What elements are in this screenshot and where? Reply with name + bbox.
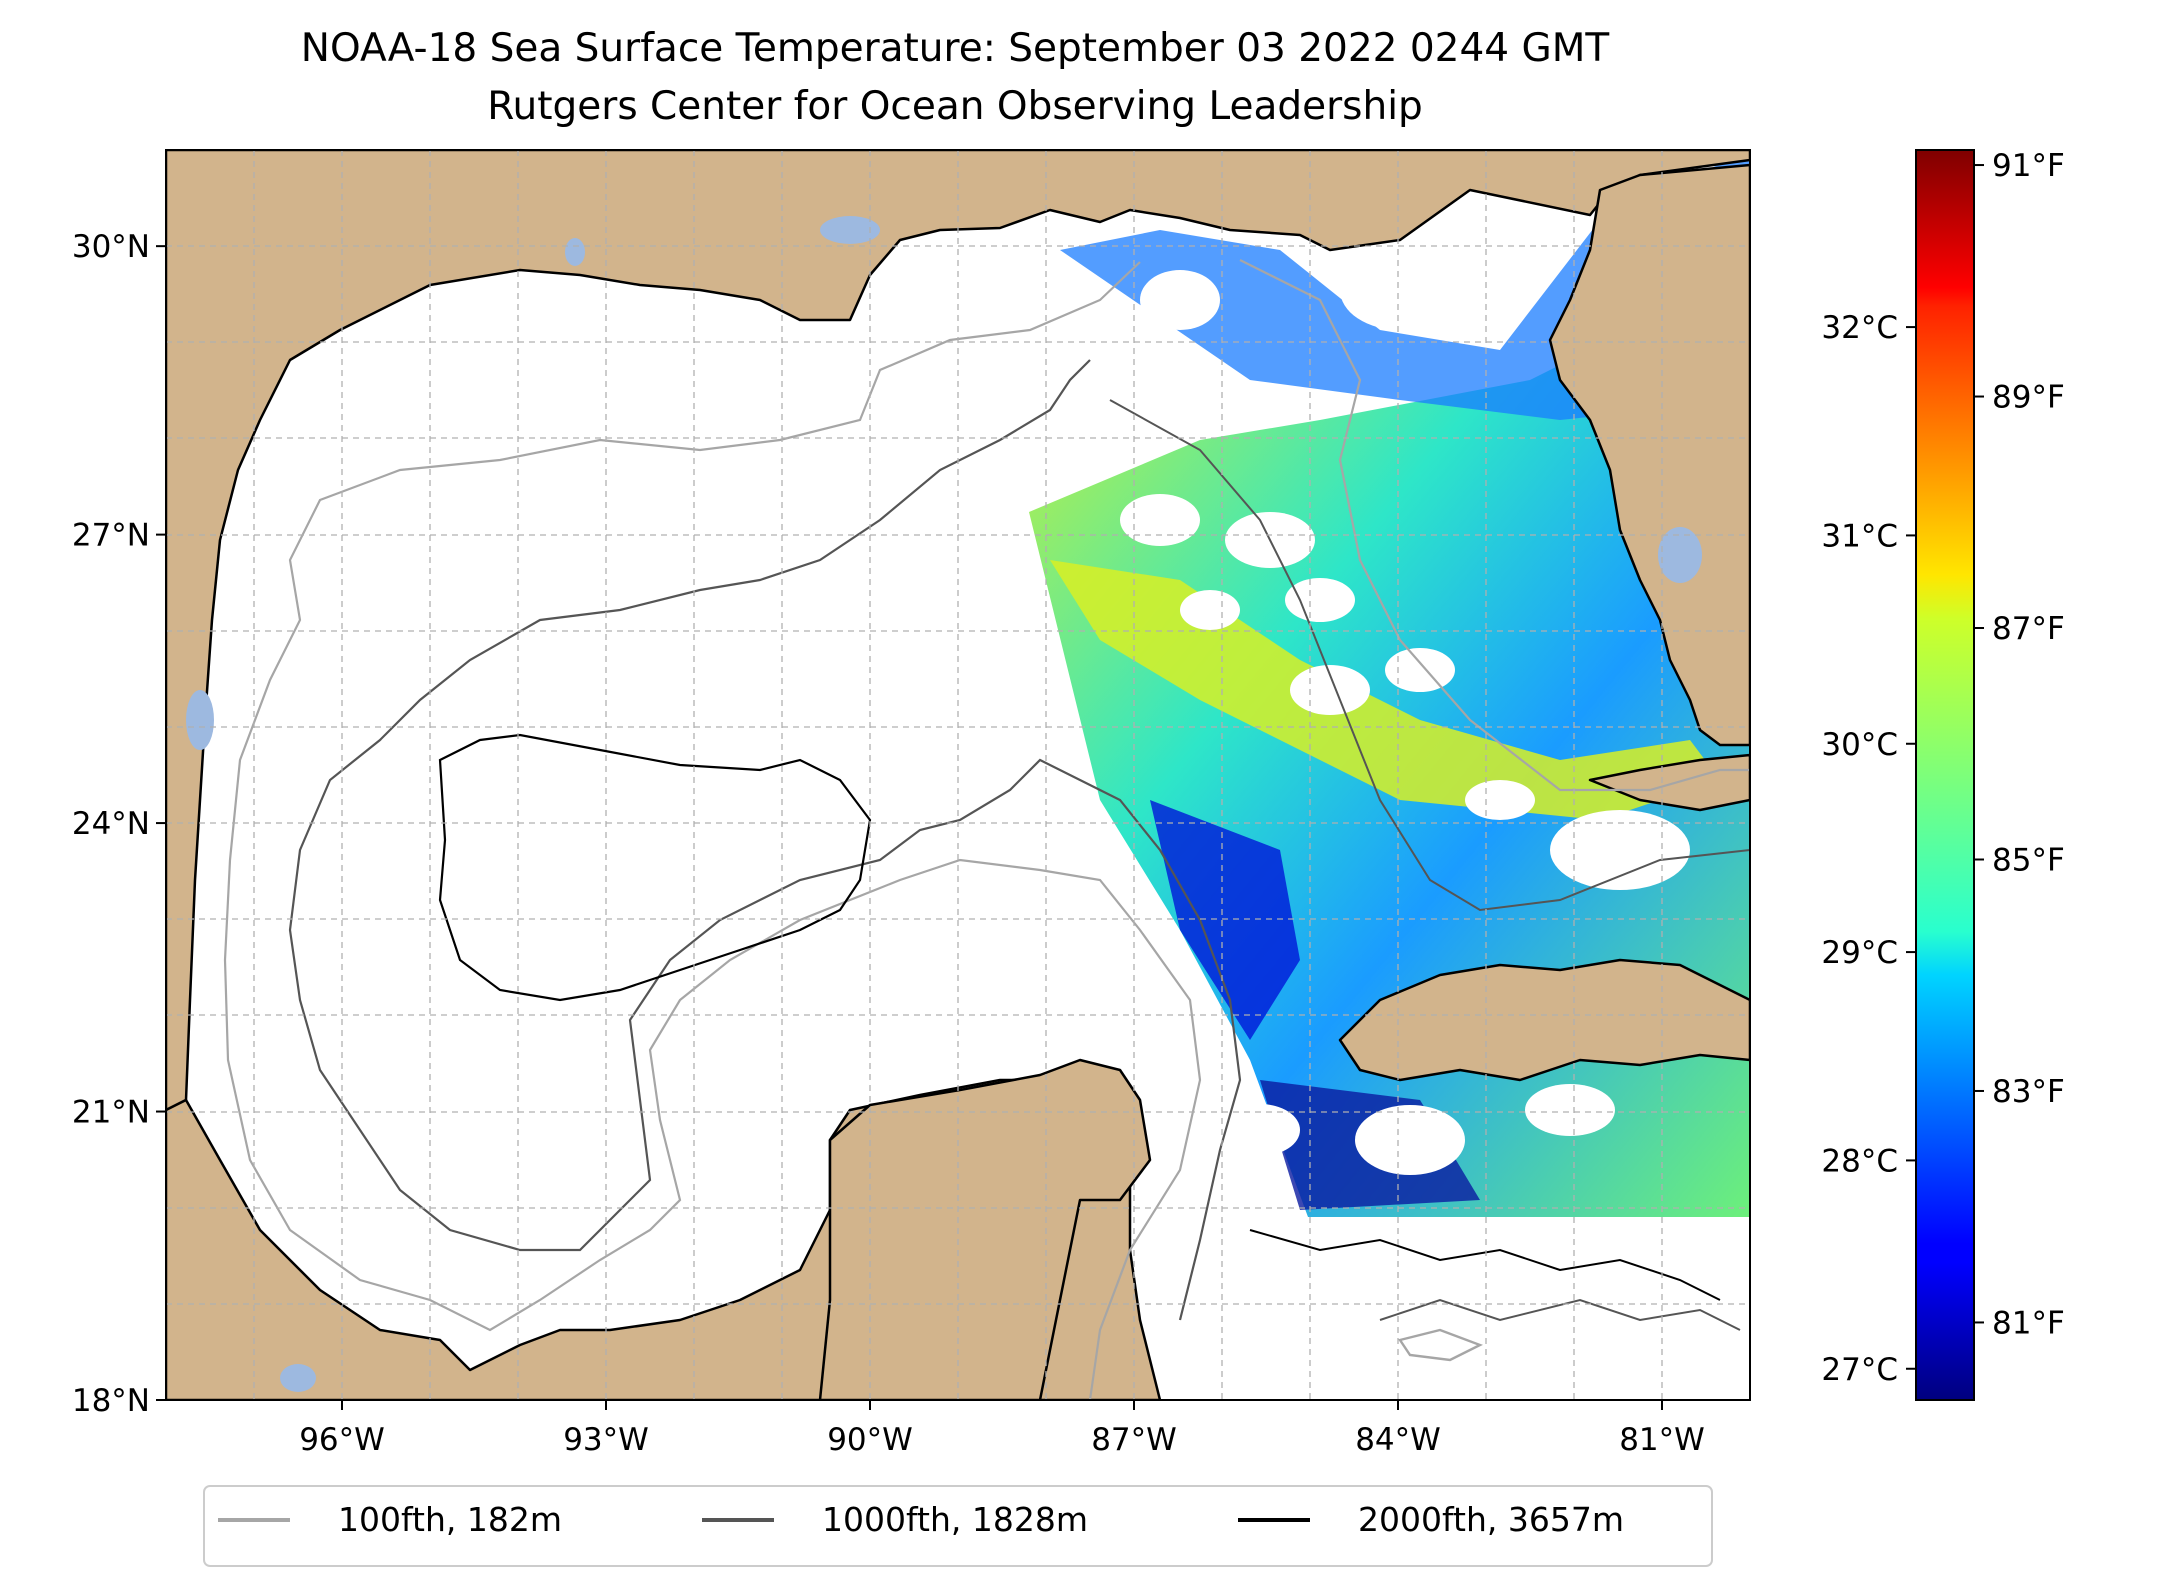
florida-peninsula — [1548, 163, 1750, 747]
lon-tick-label: 96°W — [299, 1422, 385, 1458]
lat-tick-label: 27°N — [72, 518, 150, 554]
map-title-line-2: Rutgers Center for Ocean Observing Leade… — [487, 84, 1423, 129]
map-title-line-1: NOAA-18 Sea Surface Temperature: Septemb… — [300, 26, 1610, 71]
fahrenheit-tick-label: 81°F — [1992, 1305, 2065, 1341]
lon-tick-label: 81°W — [1619, 1422, 1705, 1458]
lake-pontchartrain — [820, 216, 880, 244]
contour-100fth-south — [1398, 1328, 1483, 1362]
bahamas — [1588, 753, 1750, 812]
fahrenheit-tick-label: 91°F — [1992, 148, 2065, 184]
fahrenheit-tick-label: 83°F — [1992, 1074, 2065, 1110]
lon-tick-label: 90°W — [827, 1422, 913, 1458]
celsius-tick-label: 29°C — [1821, 935, 1898, 971]
lake-okeechobee — [1658, 527, 1702, 583]
lon-tick-label: 93°W — [563, 1422, 649, 1458]
latitude-axis: 18°N 21°N 24°N 27°N 30°N — [72, 229, 166, 1419]
bathymetry-contours — [223, 259, 1750, 1400]
contour-1000fth — [288, 359, 1242, 1321]
contour-2000fth-south — [1249, 1229, 1721, 1301]
longitude-axis: 96°W 93°W 90°W 87°W 84°W 81°W — [299, 1400, 1705, 1458]
legend: 100fth, 182m 1000fth, 1828m 2000fth, 365… — [203, 1485, 1713, 1567]
map-frame — [165, 149, 1751, 1401]
colorbar-fahrenheit-axis: 81°F 83°F 85°F 87°F 89°F 91°F — [1974, 148, 2065, 1341]
lat-tick-label: 21°N — [72, 1095, 150, 1131]
colorbar-gradient — [1915, 149, 1975, 1401]
contour-100fth — [223, 261, 1202, 1400]
cuba — [1338, 958, 1750, 1082]
celsius-tick-label: 32°C — [1821, 310, 1898, 346]
colorbar-celsius-axis: 27°C 28°C 29°C 30°C 31°C 32°C — [1821, 310, 1916, 1388]
lat-tick-label: 18°N — [72, 1383, 150, 1419]
cloud-gaps — [1120, 165, 1700, 1175]
lat-tick-label: 24°N — [72, 806, 150, 842]
colorbar: 27°C 28°C 29°C 30°C 31°C 32°C 81°F 83°F 85°F 87°… — [1821, 148, 2065, 1401]
lon-tick-label: 84°W — [1355, 1422, 1441, 1458]
legend-label-100fth: 100fth, 182m — [338, 1500, 562, 1539]
contour-1000fth-florida — [1109, 399, 1750, 912]
fahrenheit-tick-label: 85°F — [1992, 842, 2065, 878]
lat-tick-label: 30°N — [72, 229, 150, 265]
legend-box — [203, 1485, 1713, 1567]
contour-100fth-florida — [1239, 259, 1750, 792]
celsius-tick-label: 30°C — [1821, 727, 1898, 763]
celsius-tick-label: 28°C — [1821, 1143, 1898, 1179]
legend-label-2000fth: 2000fth, 3657m — [1358, 1500, 1624, 1539]
map-panel: 96°W 93°W 90°W 87°W 84°W 81°W 18°N 21°N 24°N 27°… — [72, 149, 1751, 1458]
yucatan — [818, 1058, 1152, 1400]
celsius-tick-label: 27°C — [1821, 1352, 1898, 1388]
fahrenheit-tick-label: 87°F — [1992, 611, 2065, 647]
celsius-tick-label: 31°C — [1821, 518, 1898, 554]
terminos-lagoon — [280, 1364, 316, 1392]
gridlines — [166, 150, 1750, 1400]
lon-tick-label: 87°W — [1091, 1422, 1177, 1458]
sst-cool-patch — [1150, 800, 1300, 1040]
contour-1000fth-south — [1379, 1298, 1741, 1331]
contour-2000fth — [438, 733, 872, 1002]
legend-label-1000fth: 1000fth, 1828m — [822, 1500, 1088, 1539]
mexico-lagoon — [186, 690, 214, 750]
fahrenheit-tick-label: 89°F — [1992, 380, 2065, 416]
lakes — [186, 216, 1702, 1392]
texas-lake — [565, 238, 585, 266]
